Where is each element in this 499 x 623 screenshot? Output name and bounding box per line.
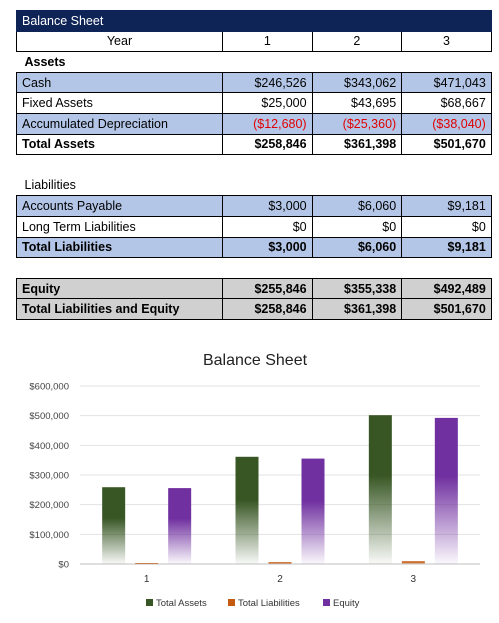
y-tick-label: $400,000 <box>29 441 69 452</box>
y-axis-ticks: $0 $100,000 $200,000 $300,000 $400,000 $500,0… <box>29 382 69 571</box>
cell-value: $258,846 <box>222 298 313 320</box>
bar-equity <box>168 488 192 564</box>
cell-value: $43,695 <box>311 92 403 114</box>
cell-value: $361,398 <box>311 133 403 156</box>
spacer-row <box>17 155 492 176</box>
bars <box>102 415 458 565</box>
legend-swatch <box>323 599 330 606</box>
bar-equity <box>434 417 458 564</box>
cell-value-negative: ($12,680) <box>222 112 313 135</box>
cell-value: $501,670 <box>401 133 492 156</box>
row-label: Total Liabilities and Equity <box>16 298 223 320</box>
liabilities-heading-row: Liabilities <box>17 175 492 196</box>
year-3: 3 <box>401 30 492 53</box>
year-header-row: Year 1 2 3 <box>16 30 492 53</box>
y-tick-label: $600,000 <box>29 382 69 393</box>
x-tick-label: 1 <box>144 574 150 585</box>
cell-value: $0 <box>311 215 403 238</box>
balance-sheet-table: Balance Sheet Year 1 2 3 Assets Cash $24… <box>16 10 492 320</box>
cell-value: $9,181 <box>401 236 492 259</box>
y-tick-label: $100,000 <box>29 530 69 541</box>
x-tick-label: 3 <box>411 574 417 585</box>
cell-value-negative: ($38,040) <box>401 112 492 135</box>
table-row: Long Term Liabilities $0 $0 $0 <box>16 215 492 238</box>
chart-title: Balance Sheet <box>203 352 308 369</box>
row-label: Accumulated Depreciation <box>16 112 223 135</box>
row-label: Fixed Assets <box>16 92 223 114</box>
y-tick-label: $0 <box>58 560 69 571</box>
table-row: Fixed Assets $25,000 $43,695 $68,667 <box>16 92 492 114</box>
cell-value: $258,846 <box>222 133 313 156</box>
row-label: Accounts Payable <box>16 195 223 217</box>
bar-equity <box>301 458 325 564</box>
total-liabilities-row: Total Liabilities $3,000 $6,060 $9,181 <box>16 236 492 259</box>
chart-svg: Balance Sheet $0 $100,000 $200,000 $300,000… <box>29 352 480 609</box>
legend-label: Total Liabilities <box>238 598 300 609</box>
total-liabilities-equity-row: Total Liabilities and Equity $258,846 $3… <box>16 298 492 320</box>
legend: Total Assets Total Liabilities Equity <box>146 598 360 609</box>
table-row: Accounts Payable $3,000 $6,060 $9,181 <box>16 195 492 217</box>
cell-value: $0 <box>401 215 492 238</box>
cell-value: $9,181 <box>401 195 492 217</box>
cell-value: $361,398 <box>311 298 403 320</box>
x-axis-ticks: 1 2 3 <box>144 574 417 585</box>
bar-total-liabilities <box>401 561 425 564</box>
legend-swatch <box>228 599 235 606</box>
cell-value: $3,000 <box>222 195 313 217</box>
year-2: 2 <box>311 30 403 53</box>
total-assets-row: Total Assets $258,846 $361,398 $501,670 <box>16 133 492 156</box>
x-tick-label: 2 <box>277 574 283 585</box>
row-label: Long Term Liabilities <box>16 215 223 238</box>
cell-value: $492,489 <box>401 277 492 300</box>
cell-value: $471,043 <box>401 71 492 94</box>
row-label: Cash <box>16 71 223 94</box>
cell-value: $355,338 <box>311 277 403 300</box>
table-title-row: Balance Sheet <box>16 10 492 32</box>
spacer-row <box>17 258 492 279</box>
y-tick-label: $300,000 <box>29 471 69 482</box>
cell-value: $255,846 <box>222 277 313 300</box>
cell-value-negative: ($25,360) <box>311 112 403 135</box>
assets-heading: Assets <box>24 54 66 69</box>
legend-label: Total Assets <box>156 598 207 609</box>
y-tick-label: $500,000 <box>29 411 69 422</box>
balance-sheet-chart: Balance Sheet $0 $100,000 $200,000 $300,000… <box>0 340 499 623</box>
legend-label: Equity <box>333 598 360 609</box>
table-title: Balance Sheet <box>16 10 492 32</box>
bar-total-assets <box>235 456 259 564</box>
bar-total-liabilities <box>268 562 292 564</box>
table-row: Cash $246,526 $343,062 $471,043 <box>16 71 492 94</box>
bar-total-assets <box>368 415 392 564</box>
liabilities-heading: Liabilities <box>24 178 76 193</box>
cell-value: $68,667 <box>401 92 492 114</box>
cell-value: $0 <box>222 215 313 238</box>
cell-value: $3,000 <box>222 236 313 259</box>
row-label: Total Assets <box>16 133 223 156</box>
year-1: 1 <box>222 30 313 53</box>
cell-value: $25,000 <box>222 92 313 114</box>
year-label: Year <box>16 30 223 53</box>
bar-total-liabilities <box>135 563 159 565</box>
cell-value: $6,060 <box>311 195 403 217</box>
cell-value: $6,060 <box>311 236 403 259</box>
equity-row: Equity $255,846 $355,338 $492,489 <box>16 277 492 300</box>
bar-total-assets <box>102 487 126 564</box>
y-tick-label: $200,000 <box>29 500 69 511</box>
table-row: Accumulated Depreciation ($12,680) ($25,… <box>16 112 492 135</box>
cell-value: $343,062 <box>311 71 403 94</box>
cell-value: $246,526 <box>222 71 313 94</box>
gridlines <box>80 385 480 565</box>
row-label: Total Liabilities <box>16 236 223 259</box>
cell-value: $501,670 <box>401 298 492 320</box>
legend-swatch <box>146 599 153 606</box>
row-label: Equity <box>16 277 223 300</box>
assets-heading-row: Assets <box>17 52 492 73</box>
